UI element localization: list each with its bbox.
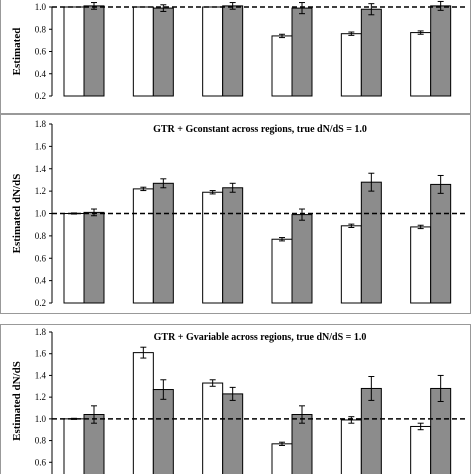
panel-frame [0,324,471,474]
y-tick-label: 1.4 [35,164,47,174]
open-bar-4 [271,443,293,474]
open-bar-6 [410,32,432,97]
y-tick-label: 0.6 [35,47,47,57]
gray-bar-2 [152,7,174,97]
gray-bar-5 [360,181,382,304]
open-bar-1 [63,213,85,304]
gray-bar-5 [360,8,382,97]
y-axis-label: Estimated [11,28,23,76]
open-bar-1 [63,6,85,97]
gray-bar-6 [430,183,452,304]
open-bar-2 [132,352,154,474]
open-bar-1 [63,418,85,474]
y-tick-label: 0.8 [35,436,47,446]
panel-frame [0,0,471,115]
y-tick-label: 1.0 [35,414,47,424]
open-bar-3 [202,382,224,474]
open-bar-3 [202,191,224,304]
y-tick-label: 0.6 [35,253,47,263]
y-tick-label: 0.2 [35,91,46,101]
chart-title: GTR + Gconstant across regions, true dN/… [153,124,367,135]
y-tick-label: 0.8 [35,24,47,34]
chart-title: GTR + Gvariable across regions, true dN/… [154,332,367,343]
y-tick-label: 1.2 [35,186,46,196]
y-tick-label: 0.4 [35,69,47,79]
open-bar-2 [132,188,154,304]
gray-bar-3 [222,187,244,304]
y-tick-label: 1.4 [35,370,47,380]
y-tick-label: 0.6 [35,457,47,467]
gray-bar-2 [152,182,174,304]
gray-bar-4 [291,7,313,97]
open-bar-5 [340,419,362,474]
chart-panel-3: 0.6 0.8 1.0 1.2 1.4 1.6 1.8 Estimated dN/dS GTR … [0,324,471,474]
y-tick-label: 0.8 [35,231,47,241]
y-tick-label: 1.0 [35,209,47,219]
y-tick-label: 1.2 [35,392,46,402]
gray-bar-5 [360,387,382,474]
y-tick-label: 1.8 [35,327,47,337]
open-bar-5 [340,33,362,97]
open-bar-6 [410,425,432,474]
chart-panel-1: 0.2 0.4 0.6 0.8 1.0 Estimated [0,0,471,115]
gray-bar-2 [152,389,174,474]
gray-bar-3 [222,393,244,474]
gray-bar-1 [83,211,105,304]
y-tick-label: 1.0 [35,2,47,12]
gray-bar-6 [430,5,452,97]
panel-frame [0,113,471,314]
y-tick-label: 0.4 [35,276,47,286]
y-tick-label: 1.6 [35,349,47,359]
y-tick-label: 1.8 [35,119,47,129]
y-axis-label: Estimated dN/dS [11,361,23,441]
y-tick-label: 0.2 [35,298,46,308]
gray-bar-1 [83,5,105,97]
open-bar-5 [340,225,362,304]
open-bar-4 [271,238,293,304]
y-axis-label: Estimated dN/dS [11,174,23,254]
open-bar-4 [271,35,293,97]
open-bar-3 [202,6,224,97]
y-tick-label: 1.6 [35,141,47,151]
chart-panel-2: 0.2 0.4 0.6 0.8 1.0 1.2 1.4 1.6 1.8 Estimated dN/… [0,113,471,314]
gray-bar-4 [291,214,313,304]
gray-bar-3 [222,5,244,97]
open-bar-2 [132,6,154,97]
open-bar-6 [410,226,432,304]
